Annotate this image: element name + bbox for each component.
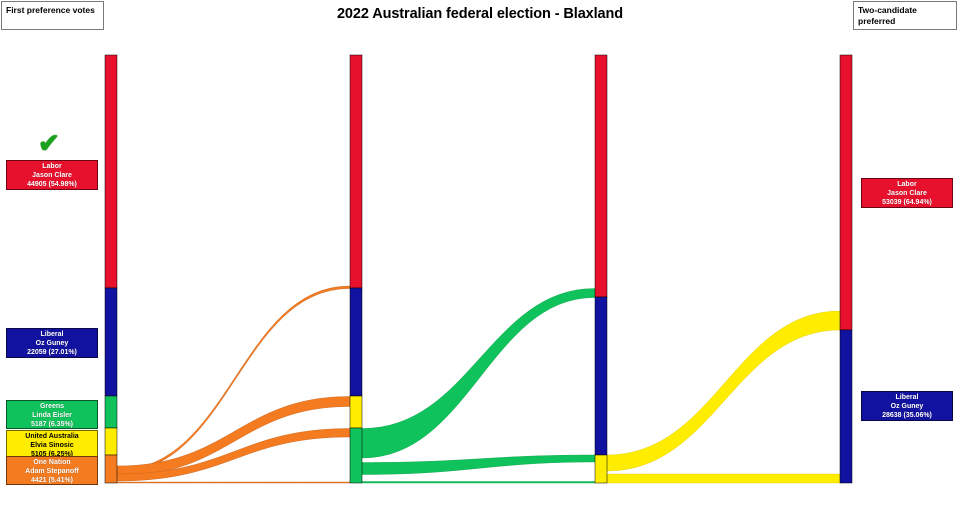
flow-group-stage-3 xyxy=(606,310,841,484)
node-stage0-onenation xyxy=(104,454,118,484)
label-unitedaustralia-first-preference: United Australia Elvia Sinosic 5105 (6.2… xyxy=(6,430,98,459)
node-stage1-liberal xyxy=(349,287,363,397)
node-stage1-greens xyxy=(349,427,363,484)
winner-check-icon: ✔ xyxy=(38,128,60,158)
flow-onenation-to-greens xyxy=(116,481,351,484)
flow-onenation-to-labor xyxy=(116,285,351,473)
flow-greens-to-labor xyxy=(361,288,596,459)
flow-unitedaustralia-to-liberal xyxy=(606,473,841,484)
label-liberal-two-candidate-preferred: Liberal Oz Guney 28638 (35.06%) xyxy=(861,391,953,421)
node-stage1-unitedaustralia xyxy=(349,395,363,429)
label-labor-two-candidate-preferred: Labor Jason Clare 53039 (64.94%) xyxy=(861,178,953,208)
label-onenation-first-preference: One Nation Adam Stepanoff 4421 (5.41%) xyxy=(6,456,98,485)
label-unitedaustralia-votes: 5105 (6.25%) xyxy=(30,451,74,458)
label-labor-tcp-candidate: Jason Clare xyxy=(887,190,927,197)
flow-group-stage-1 xyxy=(116,285,351,484)
label-onenation-candidate: Adam Stepanoff xyxy=(25,468,79,475)
label-liberal-votes: 22059 (27.01%) xyxy=(27,349,77,356)
label-liberal-tcp-votes: 28638 (35.06%) xyxy=(882,412,932,419)
node-stage0-labor xyxy=(104,54,118,289)
label-liberal-tcp-party: Liberal xyxy=(895,394,919,401)
label-labor-tcp-votes: 53039 (64.94%) xyxy=(882,199,932,206)
node-bar-stage-2 xyxy=(594,54,608,484)
node-stage2-liberal xyxy=(594,296,608,456)
legend-two-candidate-preferred: Two-candidate preferred xyxy=(853,1,957,30)
label-greens-candidate: Linda Eisler xyxy=(32,412,72,419)
node-stage2-labor xyxy=(594,54,608,298)
label-labor-candidate: Jason Clare xyxy=(32,172,72,179)
label-liberal-first-preference: Liberal Oz Guney 22059 (27.01%) xyxy=(6,328,98,358)
label-liberal-party: Liberal xyxy=(40,331,64,338)
label-labor-votes: 44905 (54.98%) xyxy=(27,181,77,188)
node-bar-stage-0 xyxy=(104,54,118,484)
label-labor-tcp-party: Labor xyxy=(897,181,917,188)
node-stage1-labor xyxy=(349,54,363,289)
legend-first-preference: First preference votes xyxy=(1,1,104,30)
node-stage3-labor xyxy=(839,54,853,331)
label-onenation-party: One Nation xyxy=(33,459,71,466)
page-title: 2022 Australian federal election - Blaxl… xyxy=(336,6,624,22)
node-stage0-unitedaustralia xyxy=(104,427,118,456)
label-greens-first-preference: Greens Linda Eisler 5187 (6.35%) xyxy=(6,400,98,429)
label-greens-votes: 5187 (6.35%) xyxy=(30,421,74,428)
node-bar-stage-3 xyxy=(839,54,853,484)
node-bar-stage-1 xyxy=(349,54,363,484)
label-unitedaustralia-party: United Australia xyxy=(25,433,79,440)
node-stage0-greens xyxy=(104,395,118,429)
flow-group-stage-2 xyxy=(361,288,596,484)
flow-greens-to-unitedaustralia xyxy=(361,481,596,484)
label-greens-party: Greens xyxy=(39,403,65,410)
label-onenation-votes: 4421 (5.41%) xyxy=(30,477,74,484)
node-stage0-liberal xyxy=(104,287,118,397)
label-liberal-tcp-candidate: Oz Guney xyxy=(890,403,924,410)
label-labor-first-preference: Labor Jason Clare 44905 (54.98%) xyxy=(6,160,98,190)
legend-first-preference-label: First preference votes xyxy=(6,5,95,15)
label-unitedaustralia-candidate: Elvia Sinosic xyxy=(30,442,74,449)
node-stage2-unitedaustralia xyxy=(594,454,608,484)
label-liberal-candidate: Oz Guney xyxy=(35,340,69,347)
label-labor-party: Labor xyxy=(42,163,62,170)
flow-unitedaustralia-to-labor xyxy=(606,310,841,472)
node-stage3-liberal xyxy=(839,329,853,484)
flow-greens-to-liberal xyxy=(361,454,596,475)
legend-two-candidate-preferred-label: Two-candidate preferred xyxy=(858,5,917,26)
